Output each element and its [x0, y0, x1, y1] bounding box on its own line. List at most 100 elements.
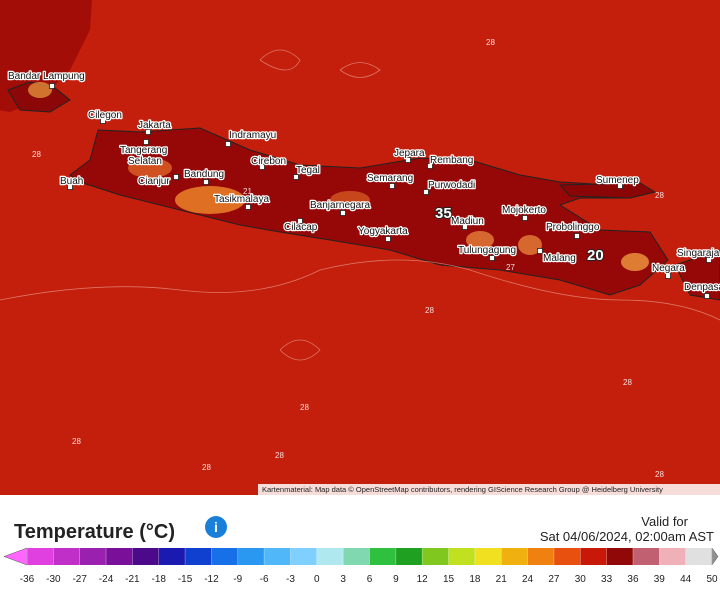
- city-label: Probolinggo: [546, 222, 600, 233]
- warm-area: [128, 158, 172, 178]
- colorbar-segment: [53, 548, 81, 565]
- colorbar-tick-label: -21: [125, 574, 140, 585]
- colorbar-tick-label: 44: [680, 574, 692, 585]
- colorbar-tick-label: -36: [20, 574, 35, 585]
- colorbar-segment: [501, 548, 529, 565]
- city-marker: [225, 141, 231, 147]
- colorbar-tick-label: 27: [548, 574, 560, 585]
- warm-area: [175, 186, 245, 214]
- city-label: Cilegon: [88, 110, 122, 121]
- warm-area: [466, 231, 494, 249]
- colorbar-segment: [158, 548, 186, 565]
- city-marker: [203, 179, 209, 185]
- city-marker: [340, 210, 346, 216]
- city-marker: [67, 184, 73, 190]
- city-marker: [259, 164, 265, 170]
- colorbar-segment: [553, 548, 581, 565]
- colorbar-tick-label: 0: [314, 574, 320, 585]
- city-label: Cilacap: [284, 222, 318, 233]
- city-marker: [389, 183, 395, 189]
- contour-label: 28: [623, 378, 632, 387]
- contour-label: 28: [486, 38, 495, 47]
- contour-label: 28: [655, 470, 664, 479]
- colorbar-segment: [395, 548, 423, 565]
- valid-time: Sat 04/06/2024, 02:00am AST: [540, 529, 714, 544]
- city-marker: [385, 236, 391, 242]
- city-marker: [297, 218, 303, 224]
- colorbar-tick-label: -3: [286, 574, 295, 585]
- city-label: Cirebon: [251, 156, 286, 167]
- colorbar-segment: [79, 548, 107, 565]
- colorbar-segment: [448, 548, 476, 565]
- colorbar-tick-label: 6: [367, 574, 373, 585]
- city-label: Bandung: [184, 169, 224, 180]
- colorbar-tick-label: 21: [496, 574, 508, 585]
- colorbar-segment: [527, 548, 555, 565]
- city-marker: [704, 293, 710, 299]
- info-icon[interactable]: [205, 516, 227, 538]
- colorbar-tick-label: -9: [233, 574, 242, 585]
- colorbar-tick-label: 24: [522, 574, 534, 585]
- colorbar-tick-label: 3: [340, 574, 346, 585]
- colorbar-segment: [369, 548, 397, 565]
- valid-label: Valid for: [641, 514, 688, 529]
- city-marker: [537, 248, 543, 254]
- highlight-value: 35: [435, 205, 452, 222]
- city-marker: [405, 157, 411, 163]
- city-label: Jakarta: [138, 120, 171, 131]
- city-marker: [49, 83, 55, 89]
- city-marker: [489, 255, 495, 261]
- city-marker: [665, 273, 671, 279]
- colorbar-segment: [343, 548, 370, 565]
- city-label: Singaraja: [677, 248, 720, 259]
- city-label: Buah: [60, 176, 83, 187]
- city-label: Denpasar: [684, 282, 720, 293]
- city-label: Malang: [543, 253, 576, 264]
- contour: [259, 49, 381, 361]
- colorbar-tick-label: -24: [99, 574, 114, 585]
- colorbar-tick-label: -18: [152, 574, 167, 585]
- legend-title: Temperature (°C): [14, 521, 175, 543]
- city-marker: [293, 174, 299, 180]
- colorbar-segment: [132, 548, 160, 565]
- city-marker: [427, 163, 433, 169]
- colorbar-tick-label: 15: [443, 574, 455, 585]
- legend: Temperature (°C) i Valid for Sat 04/06/2…: [14, 514, 714, 544]
- city-marker: [574, 233, 580, 239]
- colorbar-tick-label: 18: [469, 574, 481, 585]
- colorbar-segment: [422, 548, 450, 565]
- colorbar-tick-label: -27: [72, 574, 87, 585]
- colorbar-tick-label: 36: [627, 574, 639, 585]
- colorbar-tick-label: 33: [601, 574, 613, 585]
- city-marker: [617, 183, 623, 189]
- city-label: Cianjur: [138, 176, 170, 187]
- colorbar-segment: [474, 548, 502, 565]
- city-marker: [706, 257, 712, 263]
- contour: [0, 259, 720, 321]
- city-label: Banjarnegara: [310, 200, 370, 211]
- info-icon-glyph: i: [214, 519, 218, 535]
- city-label: Mojokerto: [502, 205, 546, 216]
- contour-label: 28: [72, 437, 81, 446]
- city-marker: [462, 224, 468, 230]
- colorbar-tick-label: 12: [417, 574, 429, 585]
- colorbar-tick-label: 9: [393, 574, 399, 585]
- warm-area: [518, 235, 542, 255]
- colorbar-segment: [264, 548, 291, 565]
- contour-label: 28: [425, 306, 434, 315]
- colorbar-segment: [106, 548, 133, 565]
- attribution: Kartenmaterial: Map data © OpenStreetMap…: [262, 485, 663, 494]
- city-marker: [145, 129, 151, 135]
- colorbar-arrow: [3, 547, 28, 566]
- city-marker: [173, 174, 179, 180]
- colorbar-tick-label: -15: [178, 574, 193, 585]
- colorbar-tick-label: 50: [706, 574, 718, 585]
- madura: [558, 182, 657, 199]
- contour-label: 28: [202, 463, 211, 472]
- java: [69, 127, 669, 296]
- highlight-value: 20: [587, 247, 604, 264]
- colorbar-segment: [685, 548, 713, 565]
- colorbar-segment: [185, 548, 212, 565]
- city-label: Tangerang: [120, 145, 167, 156]
